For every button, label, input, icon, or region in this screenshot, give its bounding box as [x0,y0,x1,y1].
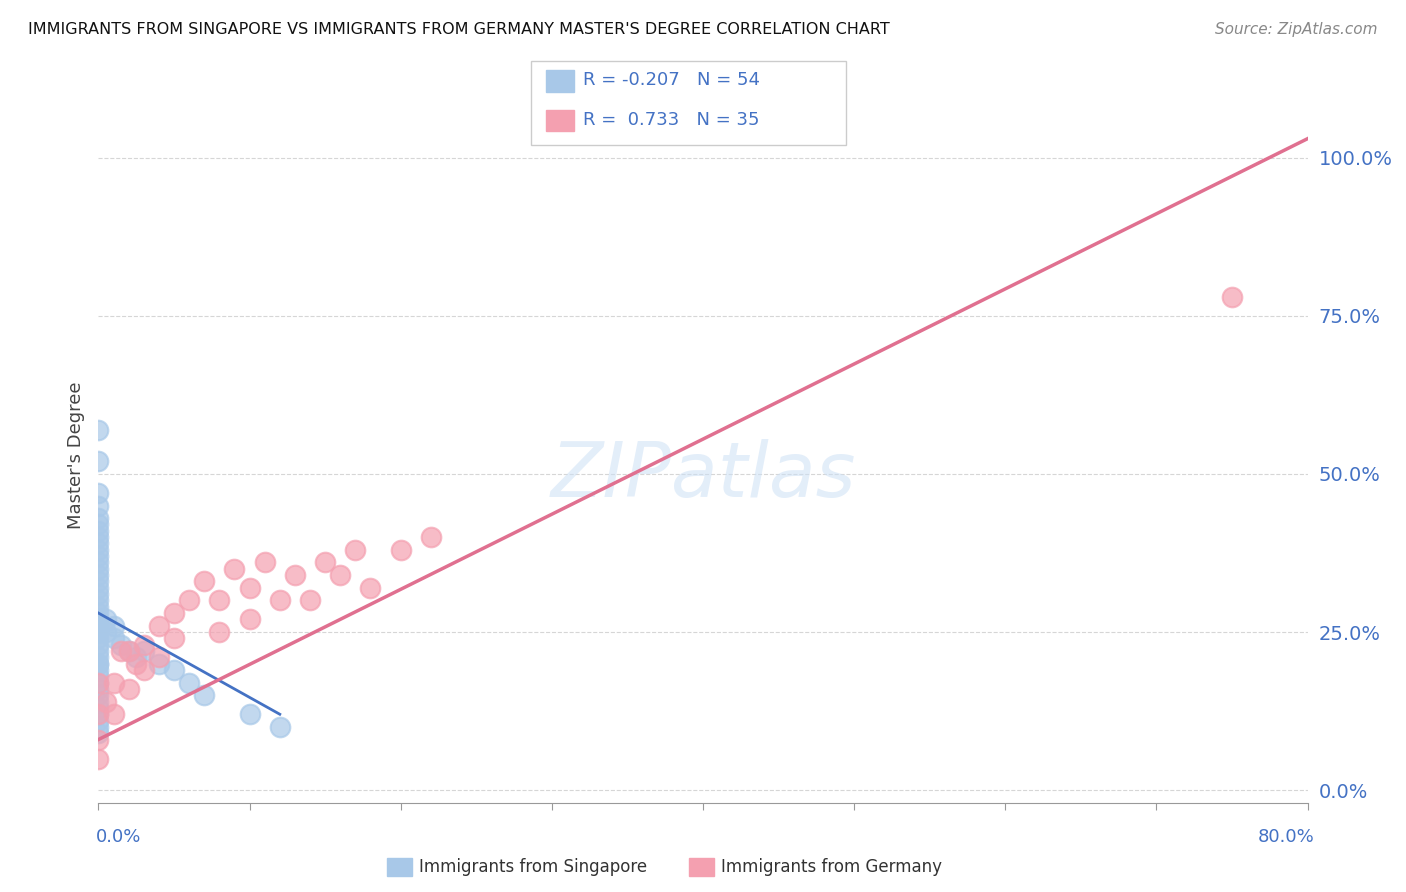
Point [87,695,110,709]
Point [87,707,110,722]
Point [94,625,117,640]
Point [87,644,110,658]
Point [87,657,110,671]
Point [87,499,110,513]
Point [87,568,110,582]
Point [110,638,132,652]
Point [110,644,132,658]
Point [148,618,170,632]
Point [269,720,291,734]
Text: R =  0.733   N = 35: R = 0.733 N = 35 [583,111,761,128]
Text: R = -0.207   N = 54: R = -0.207 N = 54 [583,71,761,89]
Point [87,625,110,640]
Point [87,632,110,646]
Point [87,593,110,607]
Point [193,574,215,589]
Point [103,675,125,690]
Point [87,517,110,532]
Point [87,688,110,702]
Point [125,657,148,671]
Point [314,556,336,570]
Point [87,587,110,601]
Point [118,644,141,658]
Point [87,701,110,715]
Point [239,612,262,626]
Text: 80.0%: 80.0% [1258,828,1315,846]
Text: IMMIGRANTS FROM SINGAPORE VS IMMIGRANTS FROM GERMANY MASTER'S DEGREE CORRELATION: IMMIGRANTS FROM SINGAPORE VS IMMIGRANTS … [28,22,890,37]
Y-axis label: Master's Degree: Master's Degree [66,381,84,529]
Text: Source: ZipAtlas.com: Source: ZipAtlas.com [1215,22,1378,37]
Point [87,669,110,683]
Point [299,593,322,607]
Point [253,556,276,570]
Text: ZIPatlas: ZIPatlas [550,439,856,513]
Point [87,675,110,690]
Point [163,606,186,620]
Point [87,423,110,437]
Point [87,707,110,722]
Point [87,618,110,632]
Point [87,650,110,665]
Point [132,638,155,652]
Point [87,581,110,595]
Point [103,632,125,646]
Point [87,549,110,563]
Point [87,454,110,468]
Point [329,568,352,582]
Point [239,581,262,595]
Point [87,612,110,626]
Point [132,644,155,658]
Point [419,530,441,544]
Point [103,618,125,632]
Point [87,606,110,620]
Point [269,593,291,607]
Point [87,638,110,652]
Point [224,562,246,576]
Point [132,663,155,677]
Point [87,714,110,728]
Point [360,581,382,595]
Point [148,650,170,665]
Point [87,486,110,500]
Point [103,707,125,722]
Point [118,644,141,658]
Point [87,556,110,570]
Point [94,612,117,626]
Point [208,625,231,640]
Point [87,530,110,544]
Point [239,707,262,722]
Point [94,695,117,709]
Point [118,681,141,696]
Point [389,542,412,557]
Point [87,511,110,525]
Text: Immigrants from Germany: Immigrants from Germany [721,858,942,876]
Point [208,593,231,607]
Point [87,720,110,734]
Point [177,593,201,607]
Point [87,681,110,696]
Point [87,524,110,538]
Point [87,663,110,677]
Point [87,657,110,671]
Text: Immigrants from Singapore: Immigrants from Singapore [419,858,647,876]
Point [87,732,110,747]
Point [87,542,110,557]
Point [163,663,186,677]
Point [125,650,148,665]
Point [148,657,170,671]
Point [87,574,110,589]
Point [1220,290,1243,304]
Point [87,599,110,614]
Point [177,675,201,690]
Point [87,562,110,576]
Point [87,726,110,740]
Point [193,688,215,702]
Point [87,751,110,765]
Point [87,536,110,550]
Point [163,632,186,646]
Point [344,542,367,557]
Point [87,675,110,690]
Text: 0.0%: 0.0% [96,828,141,846]
Point [284,568,307,582]
